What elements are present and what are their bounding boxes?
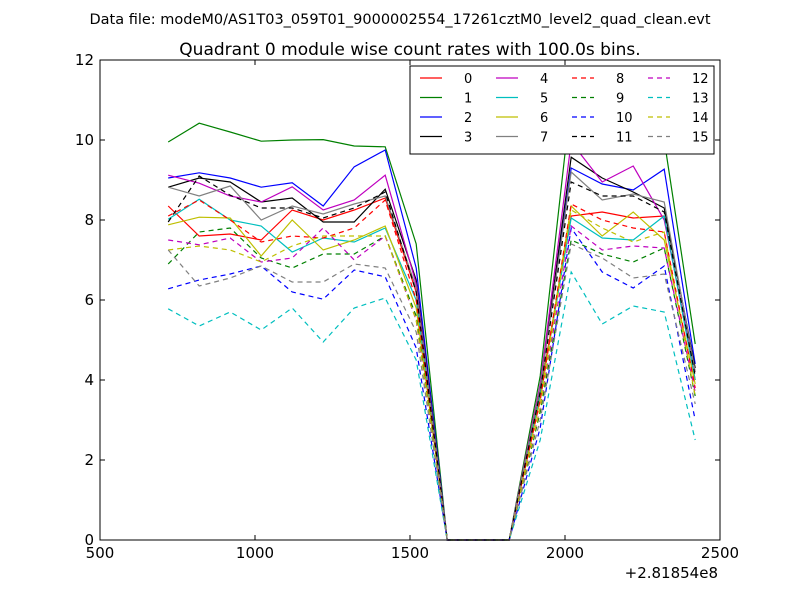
series-line-0 <box>167 197 696 541</box>
legend-label-12: 12 <box>692 72 709 87</box>
legend-label-0: 0 <box>464 72 472 87</box>
chart-title: Quadrant 0 module wise count rates with … <box>179 40 640 60</box>
legend-label-8: 8 <box>616 72 624 87</box>
series-line-2 <box>168 149 696 541</box>
x-tick-label: 1500 <box>391 544 429 562</box>
y-tick-label: 10 <box>75 131 94 149</box>
series-line-12 <box>168 224 696 541</box>
series-line-10 <box>168 226 696 541</box>
legend-label-3: 3 <box>464 131 472 146</box>
plot-lines <box>167 97 696 541</box>
legend-label-11: 11 <box>616 131 633 146</box>
x-offset-label: +2.81854e8 <box>625 564 718 582</box>
legend-label-5: 5 <box>540 92 548 107</box>
y-tick-label: 0 <box>84 531 94 549</box>
legend-label-15: 15 <box>692 131 709 146</box>
y-tick-label: 6 <box>84 291 94 309</box>
legend-label-10: 10 <box>616 111 633 126</box>
series-line-1 <box>167 97 696 541</box>
series-line-11 <box>167 175 696 541</box>
x-tick-label: 500 <box>86 544 115 562</box>
x-tick-label: 1000 <box>236 544 274 562</box>
y-tick-label: 2 <box>84 451 94 469</box>
legend-box <box>409 65 715 155</box>
y-tick-label: 8 <box>84 211 94 229</box>
series-line-9 <box>167 227 696 541</box>
y-tick-label: 4 <box>84 371 94 389</box>
series-line-6 <box>168 204 696 541</box>
legend-label-13: 13 <box>692 92 709 107</box>
series-line-13 <box>167 270 696 541</box>
legend-label-14: 14 <box>692 111 709 126</box>
x-tick-label: 2000 <box>546 544 584 562</box>
legend-label-7: 7 <box>540 131 548 146</box>
legend-label-1: 1 <box>464 92 472 107</box>
x-tick-label: 2500 <box>701 544 739 562</box>
series-line-7 <box>168 170 696 541</box>
legend-label-9: 9 <box>616 92 624 107</box>
legend-label-4: 4 <box>540 72 548 87</box>
series-line-15 <box>167 243 696 541</box>
series-line-5 <box>167 198 696 541</box>
legend-label-2: 2 <box>464 111 472 126</box>
data-file-suptitle: Data file: modeM0/AS1T03_059T01_90000025… <box>89 12 710 28</box>
series-line-14 <box>168 209 696 541</box>
legend-label-6: 6 <box>540 111 548 126</box>
y-tick-label: 12 <box>75 51 94 69</box>
